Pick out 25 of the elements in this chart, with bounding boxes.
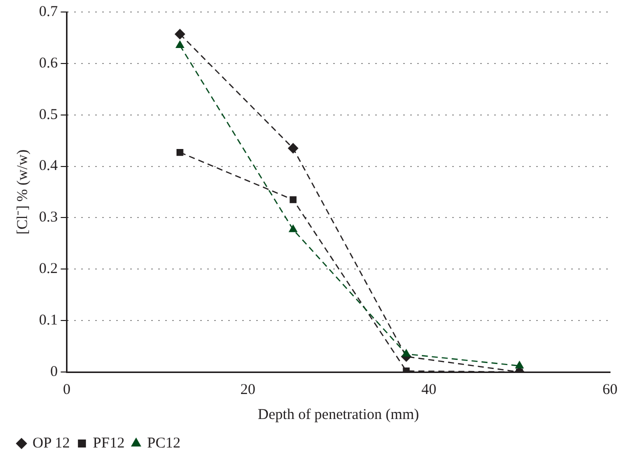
- point: [176, 148, 184, 156]
- y-tick-label: 0.2: [39, 261, 58, 278]
- y-tick-label: 0.5: [39, 106, 58, 123]
- point: [290, 196, 297, 204]
- y-axis-title: [Cl⁻] % (w/w): [14, 150, 31, 234]
- legend-label: PC12: [147, 435, 180, 452]
- point: [174, 29, 186, 40]
- y-tick-label: 0.7: [39, 4, 58, 20]
- x-tick-label: 0: [63, 382, 70, 398]
- point: [515, 361, 524, 368]
- y-tick-label: 0.1: [39, 312, 58, 329]
- x-tick-label: 60: [602, 382, 618, 398]
- y-tick-label: 0.4: [39, 158, 58, 174]
- point: [289, 224, 298, 232]
- x-axis-title: Depth of penetration (mm): [258, 406, 419, 423]
- point: [402, 349, 410, 357]
- y-tick-label: 0.6: [39, 55, 58, 72]
- y-tick-label: 0: [50, 364, 58, 380]
- point: [288, 143, 298, 154]
- legend-label: PF12: [92, 435, 125, 452]
- point: [176, 40, 184, 48]
- legend-label: OP 12: [32, 435, 70, 452]
- x-tick-label: 20: [240, 382, 256, 398]
- x-tick-label: 40: [421, 382, 436, 398]
- y-tick-label: 0.3: [39, 210, 58, 226]
